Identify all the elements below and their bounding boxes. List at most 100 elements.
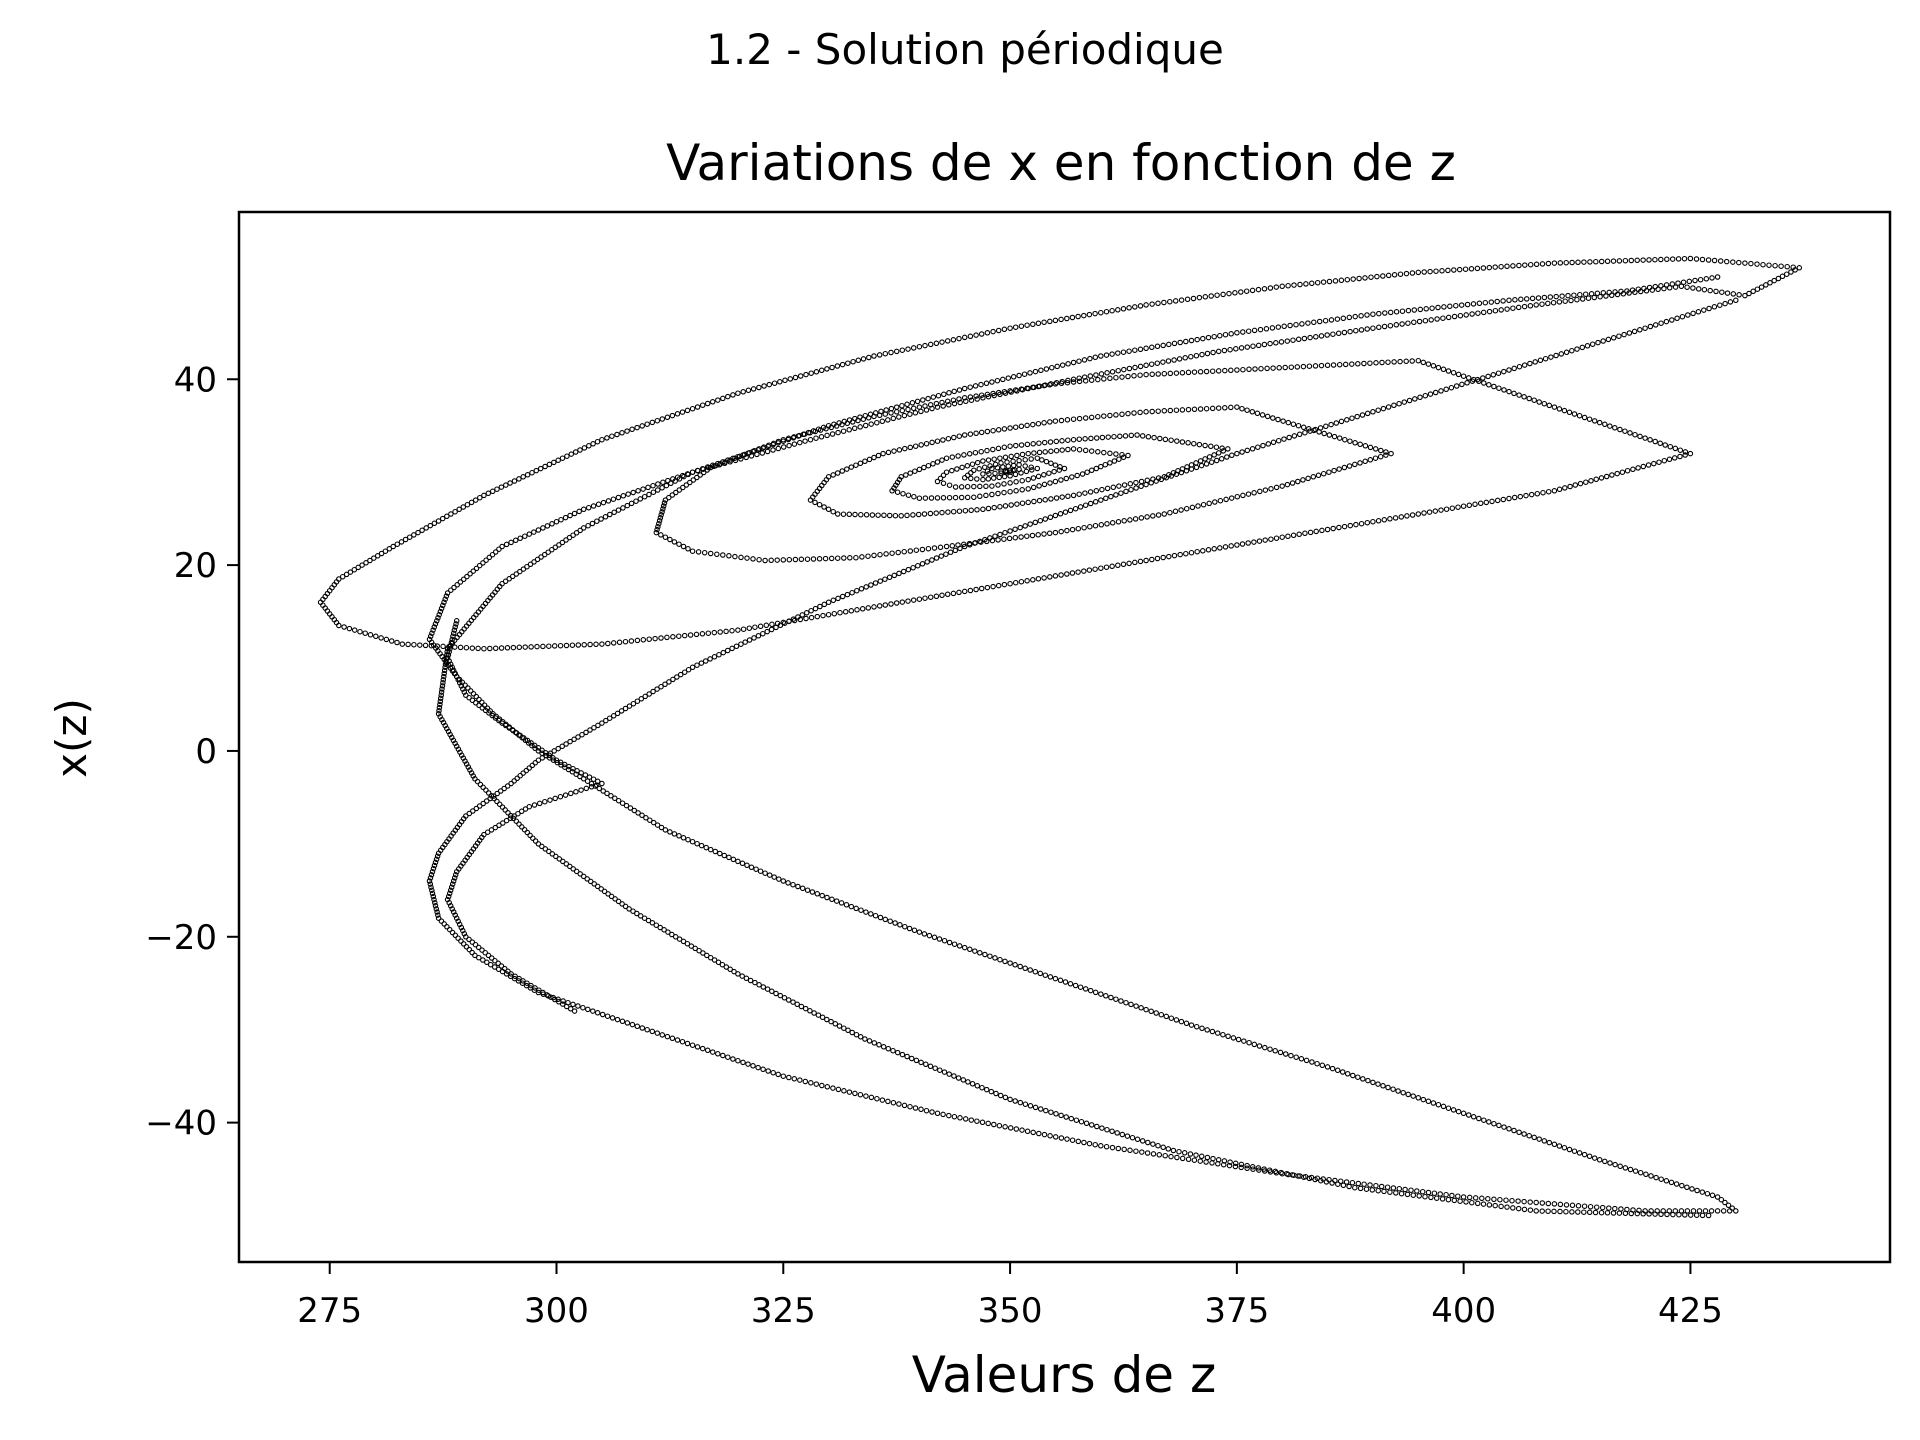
- scatter-point: [1616, 258, 1623, 264]
- scatter-point: [607, 511, 613, 518]
- scatter-point: [1092, 989, 1099, 996]
- scatter-point: [1396, 1185, 1403, 1192]
- scatter-point: [1618, 1206, 1624, 1212]
- scatter-point: [832, 1021, 839, 1027]
- scatter-point: [813, 369, 820, 375]
- scatter-point: [578, 787, 584, 793]
- scatter-point: [1779, 273, 1786, 280]
- scatter-point: [1217, 332, 1223, 339]
- scatter-point: [1788, 269, 1794, 275]
- scatter-point: [1193, 352, 1200, 359]
- x-tick-label: 300: [524, 1291, 589, 1331]
- scatter-point: [1591, 294, 1598, 301]
- scatter-point: [730, 1056, 736, 1062]
- scatter-point: [1582, 291, 1589, 297]
- scatter-point: [680, 484, 686, 491]
- scatter-point: [499, 543, 505, 550]
- scatter-point: [619, 430, 625, 436]
- scatter-point: [1290, 421, 1297, 427]
- scatter-point: [518, 808, 525, 815]
- scatter-point: [1678, 283, 1685, 290]
- scatter-point: [1179, 466, 1186, 472]
- scatter-point: [928, 495, 935, 501]
- scatter-point: [1233, 346, 1239, 352]
- scatter-point: [532, 745, 538, 752]
- scatter-point: [1664, 256, 1670, 263]
- scatter-point: [1053, 495, 1060, 501]
- scatter-point: [394, 541, 401, 547]
- scatter-point: [1064, 1136, 1070, 1142]
- scatter-point: [1457, 312, 1464, 319]
- scatter-point: [1119, 451, 1125, 458]
- scatter-point: [1030, 384, 1036, 391]
- scatter-point: [567, 1006, 574, 1012]
- scatter-point: [862, 422, 869, 429]
- scatter-point: [927, 341, 934, 348]
- scatter-point: [394, 639, 400, 646]
- scatter-point: [1043, 458, 1050, 465]
- scatter-point: [766, 381, 773, 388]
- scatter-point: [1251, 327, 1258, 334]
- scatter-point: [1559, 293, 1565, 299]
- scatter-point: [1256, 538, 1263, 544]
- scatter-point: [1202, 294, 1209, 300]
- scatter-point: [1025, 450, 1031, 457]
- scatter-point: [494, 790, 500, 797]
- scatter-point: [646, 491, 652, 498]
- scatter-point: [568, 451, 575, 457]
- scatter-point: [833, 423, 840, 429]
- scatter-point: [1036, 497, 1043, 504]
- scatter-point: [1210, 349, 1216, 356]
- scatter-point: [956, 433, 963, 439]
- scatter-point: [1051, 468, 1057, 475]
- scatter-point: [916, 466, 923, 473]
- scatter-point: [781, 995, 788, 1001]
- scatter-point: [846, 511, 853, 518]
- scatter-point: [1165, 1146, 1172, 1152]
- scatter-point: [1533, 1199, 1539, 1206]
- scatter-point: [427, 881, 434, 887]
- scatter-point: [786, 1074, 792, 1081]
- scatter-point: [1455, 1108, 1462, 1115]
- scatter-point: [915, 562, 921, 569]
- scatter-point: [764, 628, 770, 635]
- scatter-point: [833, 898, 840, 904]
- scatter-point: [1198, 1153, 1205, 1160]
- scatter-point: [989, 483, 995, 489]
- scatter-point: [550, 757, 557, 763]
- scatter-point: [503, 817, 510, 824]
- scatter-point: [1127, 1147, 1133, 1154]
- scatter-point: [1546, 1139, 1553, 1146]
- scatter-point: [583, 785, 590, 792]
- scatter-point: [593, 641, 599, 648]
- scatter-point: [780, 444, 787, 450]
- scatter-point: [1209, 368, 1216, 374]
- scatter-point: [1081, 1139, 1087, 1146]
- scatter-point: [552, 996, 558, 1003]
- scatter-point: [1227, 1159, 1233, 1165]
- scatter-point: [896, 1101, 902, 1107]
- scatter-point: [1730, 259, 1736, 265]
- scatter-point: [1098, 463, 1104, 470]
- scatter-point: [892, 920, 898, 926]
- scatter-point: [735, 390, 741, 396]
- scatter-point: [444, 649, 450, 655]
- scatter-point: [1472, 1195, 1479, 1201]
- scatter-point: [1171, 340, 1178, 347]
- scatter-point: [1208, 293, 1214, 299]
- scatter-point: [1311, 427, 1317, 434]
- scatter-point: [1084, 469, 1090, 475]
- scatter-point: [639, 812, 645, 819]
- scatter-point: [1416, 318, 1423, 325]
- scatter-point: [1016, 372, 1022, 379]
- scatter-point: [475, 645, 481, 652]
- scatter-point: [940, 1111, 946, 1118]
- scatter-point: [934, 478, 941, 485]
- scatter-point: [402, 536, 409, 543]
- scatter-point: [1282, 364, 1288, 371]
- scatter-point: [674, 411, 681, 417]
- scatter-point: [562, 514, 569, 521]
- scatter-point: [635, 810, 641, 816]
- scatter-point: [570, 1001, 576, 1008]
- scatter-point: [1024, 578, 1030, 584]
